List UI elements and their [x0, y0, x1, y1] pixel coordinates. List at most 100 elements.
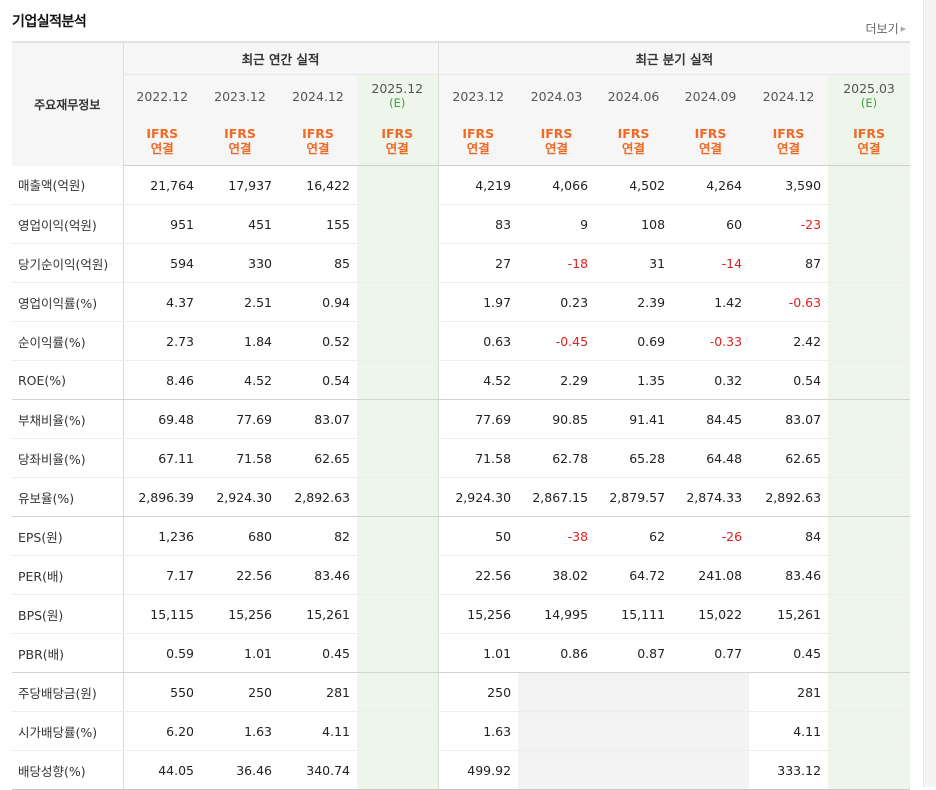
- table-cell: 0.63: [438, 321, 519, 361]
- row-header: 주요재무정보: [12, 41, 124, 166]
- table-cell: [828, 594, 911, 634]
- table-cell: 22.56: [201, 555, 279, 595]
- table-cell: [357, 711, 439, 751]
- basis-label: 연결: [228, 141, 252, 156]
- table-cell: 0.23: [518, 282, 596, 322]
- table-cell: 2,879.57: [595, 477, 673, 517]
- table-cell: 0.59: [123, 633, 201, 673]
- table-cell: 14,995: [518, 594, 596, 634]
- ifrs-label: IFRS: [224, 126, 256, 141]
- table-cell: [357, 321, 439, 361]
- table-cell: 2,892.63: [749, 477, 829, 517]
- table-cell: 65.28: [595, 438, 673, 478]
- table-cell: [357, 594, 439, 634]
- table-cell: [828, 711, 911, 751]
- table-row: PBR(배) 0.59 1.01 0.45 1.01 0.86 0.87 0.77 0.45: [12, 633, 911, 673]
- table-cell: [672, 711, 750, 751]
- table-row: 주당배당금(원) 550 250 281 250 281: [12, 672, 911, 712]
- period-date: 2024.12: [279, 74, 357, 117]
- section-header: 기업실적분석 더보기 ▶: [12, 0, 910, 40]
- table-cell: 83.07: [749, 399, 829, 439]
- table-row: 매출액(억원) 21,764 17,937 16,422 4,219 4,066 4,502…: [12, 165, 911, 205]
- table-cell: [828, 399, 911, 439]
- table-cell: 0.54: [279, 360, 357, 400]
- table-row: 배당성향(%) 44.05 36.46 340.74 499.92 333.12: [12, 750, 911, 790]
- table-row: 당기순이익(억원) 594 330 85 27 -18 31 -14 87: [12, 243, 911, 283]
- basis-label: 연결: [622, 141, 646, 156]
- table-cell: 60: [672, 204, 750, 244]
- table-cell: 0.69: [595, 321, 673, 361]
- table-cell: [595, 750, 673, 790]
- quarterly-group-header: 최근 분기 실적: [438, 41, 911, 75]
- basis-label: 연결: [306, 141, 330, 156]
- table-cell: [828, 555, 911, 595]
- table-cell: 6.20: [123, 711, 201, 751]
- table-cell: [828, 321, 911, 361]
- table-cell: 85: [279, 243, 357, 283]
- table-cell: 330: [201, 243, 279, 283]
- table-cell: -0.63: [749, 282, 829, 322]
- financial-table: 주요재무정보 최근 연간 실적 최근 분기 실적 2022.12 2023.12 2…: [12, 41, 911, 790]
- table-row: 영업이익(억원) 951 451 155 83 9 108 60 -23: [12, 204, 911, 244]
- table-cell: [828, 516, 911, 556]
- period-date: 2024.12: [749, 74, 829, 117]
- row-label: PBR(배): [12, 633, 124, 673]
- table-cell: 64.48: [672, 438, 750, 478]
- row-label: ROE(%): [12, 360, 124, 400]
- table-cell: 680: [201, 516, 279, 556]
- table-cell: 1.01: [201, 633, 279, 673]
- table-cell: 69.48: [123, 399, 201, 439]
- table-cell: 71.58: [438, 438, 519, 478]
- table-cell: 4,219: [438, 165, 519, 205]
- table-cell: 91.41: [595, 399, 673, 439]
- table-cell: 77.69: [201, 399, 279, 439]
- table-cell: -0.45: [518, 321, 596, 361]
- table-cell: 4,264: [672, 165, 750, 205]
- table-cell: 64.72: [595, 555, 673, 595]
- table-cell: 17,937: [201, 165, 279, 205]
- table-cell: 108: [595, 204, 673, 244]
- table-cell: 155: [279, 204, 357, 244]
- table-cell: 22.56: [438, 555, 519, 595]
- row-label: BPS(원): [12, 594, 124, 634]
- more-link[interactable]: 더보기 ▶: [865, 20, 906, 37]
- period-date: 2025.03 (E): [828, 74, 911, 117]
- basis-label: 연결: [545, 141, 569, 156]
- table-cell: 340.74: [279, 750, 357, 790]
- table-cell: 333.12: [749, 750, 829, 790]
- basis-label: 연결: [385, 141, 409, 156]
- period-date-label: 2024.06: [607, 88, 660, 104]
- table-cell: 84: [749, 516, 829, 556]
- accounting-basis: IFRS 연결: [279, 117, 357, 166]
- table-cell: [357, 438, 439, 478]
- row-label: 매출액(억원): [12, 165, 124, 205]
- table-cell: [357, 633, 439, 673]
- accounting-basis: IFRS 연결: [595, 117, 673, 166]
- table-cell: 8.46: [123, 360, 201, 400]
- table-row: ROE(%) 8.46 4.52 0.54 4.52 2.29 1.35 0.32 0.54: [12, 360, 911, 400]
- table-cell: 0.54: [749, 360, 829, 400]
- period-date: 2024.06: [595, 74, 673, 117]
- accounting-basis: IFRS 연결: [749, 117, 829, 166]
- table-cell: [828, 672, 911, 712]
- table-cell: 281: [279, 672, 357, 712]
- table-cell: [357, 399, 439, 439]
- table-cell: -0.33: [672, 321, 750, 361]
- estimate-mark: (E): [860, 96, 878, 110]
- scrollbar[interactable]: [923, 0, 936, 787]
- period-date-label: 2024.03: [530, 88, 583, 104]
- table-row: 유보율(%) 2,896.39 2,924.30 2,892.63 2,924.30 2,…: [12, 477, 911, 517]
- table-cell: 0.77: [672, 633, 750, 673]
- table-cell: [828, 438, 911, 478]
- table-cell: -18: [518, 243, 596, 283]
- period-date-label: 2022.12: [136, 88, 189, 104]
- row-label: 순이익률(%): [12, 321, 124, 361]
- table-cell: 594: [123, 243, 201, 283]
- row-label: EPS(원): [12, 516, 124, 556]
- row-label: 유보율(%): [12, 477, 124, 517]
- section-title: 기업실적분석: [12, 14, 87, 30]
- ifrs-label: IFRS: [302, 126, 334, 141]
- table-cell: 0.87: [595, 633, 673, 673]
- row-label: 부채비율(%): [12, 399, 124, 439]
- table-cell: 27: [438, 243, 519, 283]
